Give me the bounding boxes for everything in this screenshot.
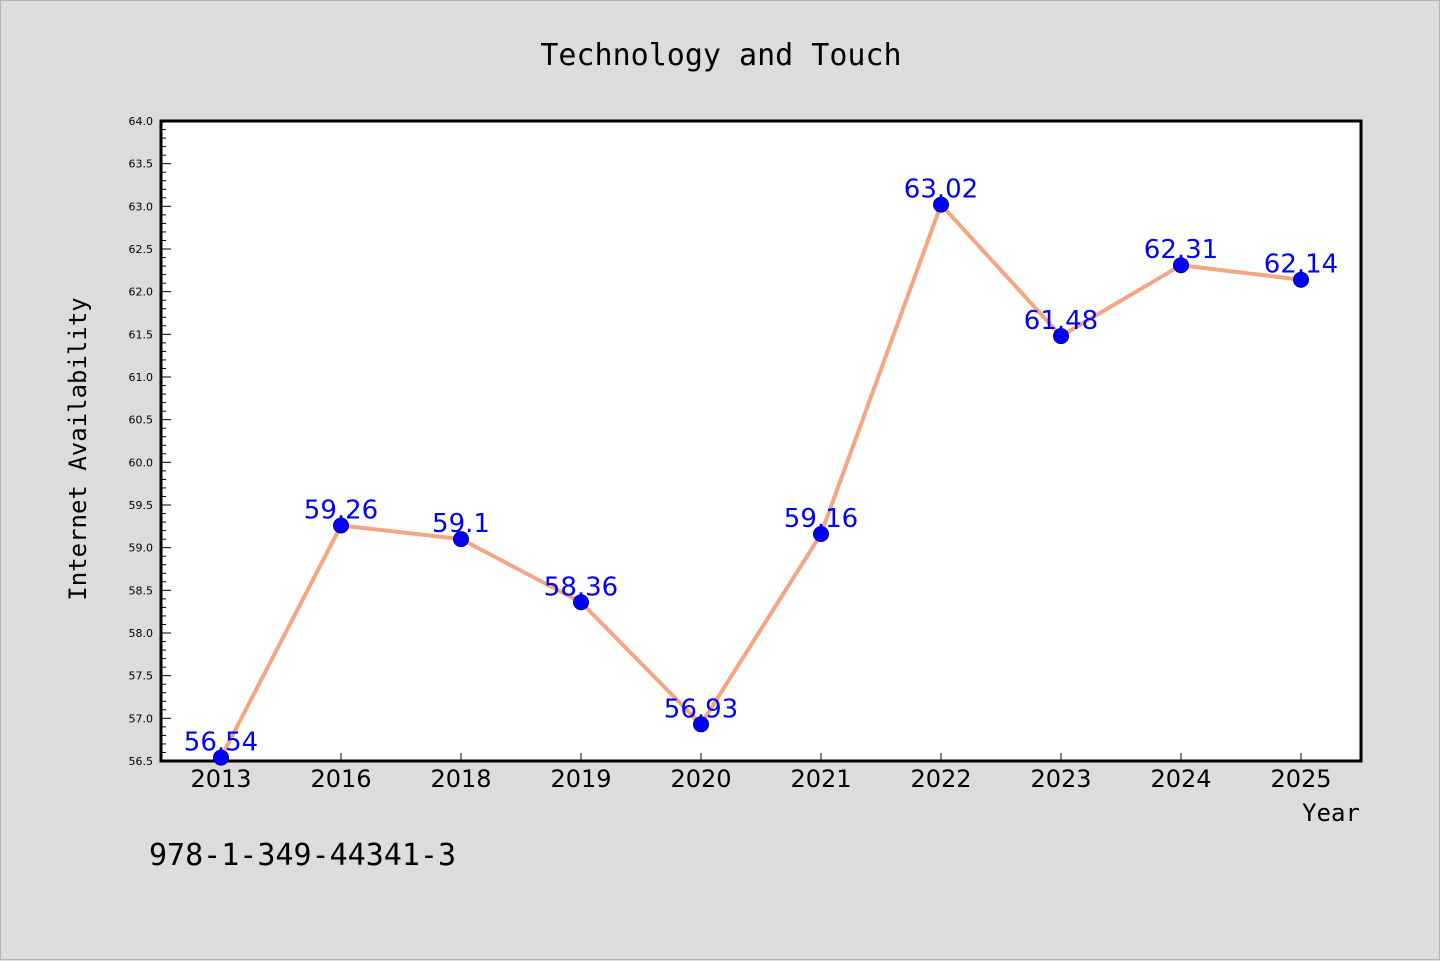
data-point — [333, 517, 349, 534]
data-point — [453, 531, 469, 548]
plot-area — [159, 119, 1363, 763]
data-point — [933, 196, 949, 213]
x-tick-label: 2013 — [190, 765, 251, 793]
x-tick-label: 2019 — [550, 765, 611, 793]
y-tick-label: 61.5 — [129, 328, 154, 341]
x-tick-label: 2016 — [310, 765, 371, 793]
data-point — [693, 716, 709, 733]
x-tick-label: 2024 — [1150, 765, 1211, 793]
y-tick-label: 61.0 — [129, 371, 154, 384]
y-tick-label: 62.0 — [129, 286, 154, 299]
data-point — [1293, 271, 1309, 288]
y-tick-label: 57.0 — [129, 712, 154, 725]
data-label: 62.14 — [1264, 250, 1338, 280]
data-label: 56.93 — [664, 694, 738, 724]
y-tick-label: 58.0 — [129, 627, 154, 640]
data-point — [1173, 257, 1189, 274]
y-tick-label: 57.5 — [129, 670, 154, 683]
x-tick-label: 2021 — [790, 765, 851, 793]
y-tick-label: 59.5 — [129, 499, 154, 512]
data-label: 58.36 — [544, 572, 618, 602]
data-point — [573, 594, 589, 611]
y-axis: 56.5 57.0 57.5 58.0 58.5 59.0 59.5 60.0 60.5 61.0… — [129, 115, 171, 768]
data-label: 59.26 — [304, 495, 378, 525]
x-tick-label: 2020 — [670, 765, 731, 793]
x-tick-label: 2025 — [1270, 765, 1331, 793]
data-label: 56.54 — [184, 728, 258, 758]
data-point — [213, 749, 229, 766]
data-label: 62.31 — [1144, 235, 1218, 265]
series-line — [219, 202, 1303, 760]
y-tick-label: 59.0 — [129, 542, 154, 555]
data-point — [1053, 328, 1069, 345]
y-tick-label: 62.5 — [129, 243, 154, 256]
chart-title: Technology and Touch — [540, 38, 901, 73]
x-tick-label: 2018 — [430, 765, 491, 793]
data-label: 59.1 — [432, 509, 490, 539]
x-axis: 2013 2016 2018 2019 2020 2021 2022 2023 2024 2025 — [190, 753, 1332, 793]
data-point — [813, 526, 829, 543]
y-tick-label: 58.5 — [129, 584, 154, 597]
y-axis-label: Internet Availability — [64, 297, 92, 600]
y-tick-label: 64.0 — [129, 115, 154, 128]
data-label: 61.48 — [1024, 306, 1098, 336]
x-axis-label: Year — [1302, 799, 1360, 827]
x-tick-label: 2022 — [910, 765, 971, 793]
data-label: 59.16 — [784, 504, 858, 534]
y-tick-label: 63.5 — [129, 158, 154, 171]
y-tick-label: 60.0 — [129, 456, 154, 469]
x-tick-label: 2023 — [1030, 765, 1091, 793]
isbn-annotation: 978-1-349-44341-3 — [149, 838, 456, 873]
series-group: 56.54 59.26 59.1 58.36 56.93 59.16 63.02 61.48 6… — [184, 175, 1338, 766]
y-tick-label: 56.5 — [129, 755, 154, 768]
y-tick-label: 60.5 — [129, 414, 154, 427]
data-label: 63.02 — [904, 175, 978, 205]
y-tick-label: 63.0 — [129, 200, 154, 213]
